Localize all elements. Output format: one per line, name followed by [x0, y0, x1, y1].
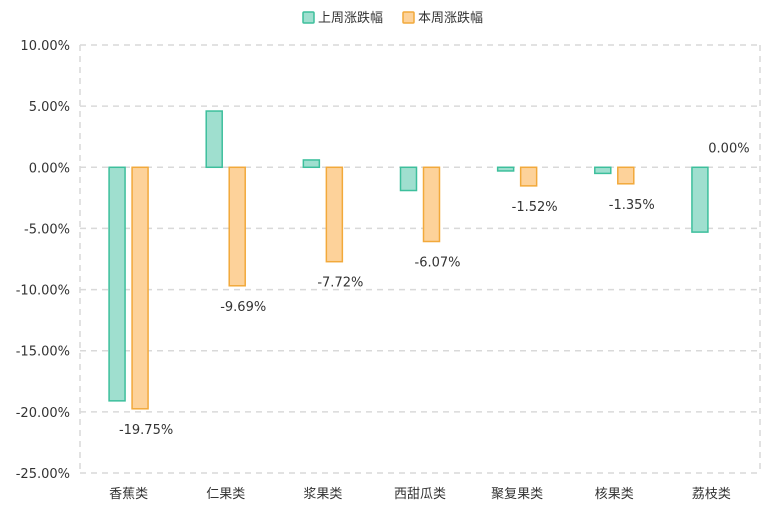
x-category-label: 荔枝类 [692, 487, 731, 502]
x-category-label: 仁果类 [206, 487, 245, 502]
x-category-label: 聚复果类 [491, 487, 543, 502]
data-label: -1.52% [512, 200, 558, 215]
y-tick-label: 10.00% [20, 39, 70, 54]
bar-series-1 [617, 166, 635, 185]
bars [108, 110, 709, 410]
y-tick-label: -25.00% [16, 467, 70, 482]
legend-label[interactable]: 本周涨跌幅 [418, 10, 483, 26]
y-tick-label: -15.00% [16, 345, 70, 360]
grid [79, 44, 761, 474]
bar-series-0 [108, 166, 126, 402]
y-tick-label: 0.00% [29, 161, 70, 176]
x-category-label: 香蕉类 [109, 487, 148, 502]
bar-series-0 [205, 110, 223, 169]
data-label: -1.35% [609, 198, 655, 213]
data-label: -19.75% [119, 423, 173, 438]
data-label: 0.00% [708, 141, 749, 156]
bar-series-0 [496, 166, 515, 172]
y-tick-label: -5.00% [24, 222, 70, 237]
y-tick-label: -20.00% [16, 406, 70, 421]
bar-series-1 [131, 166, 149, 410]
data-label: -6.07% [415, 256, 461, 271]
bar-series-0 [399, 166, 418, 192]
bar-series-1 [422, 166, 441, 243]
legend-swatch [302, 11, 315, 24]
y-axis-ticks: 10.00% 5.00% 0.00% -5.00% -10.00% -15.00% -20.… [16, 39, 70, 482]
bar-series-1 [519, 166, 538, 187]
legend-swatch [402, 11, 415, 24]
legend-label[interactable]: 上周涨跌幅 [318, 10, 383, 26]
data-label: -9.69% [220, 300, 266, 315]
bar-series-1 [325, 166, 344, 263]
bar-series-0 [302, 159, 321, 169]
x-category-label: 浆果类 [303, 487, 342, 502]
bar-series-0 [594, 166, 612, 175]
bar-series-1 [228, 166, 246, 287]
y-tick-label: -10.00% [16, 284, 70, 299]
x-category-label: 西甜瓜类 [394, 486, 446, 502]
data-label: -7.72% [317, 276, 363, 291]
bar-series-0 [691, 166, 709, 233]
y-tick-label: 5.00% [29, 100, 70, 115]
legend: 上周涨跌幅 本周涨跌幅 [302, 10, 483, 26]
x-category-label: 核果类 [595, 487, 634, 502]
x-axis-categories: 香蕉类 仁果类 浆果类 西甜瓜类 聚复果类 核果类 荔枝类 [109, 486, 731, 502]
data-labels: -19.75% -9.69% -7.72% -6.07% -1.52% -1.35% 0.0… [119, 141, 750, 438]
